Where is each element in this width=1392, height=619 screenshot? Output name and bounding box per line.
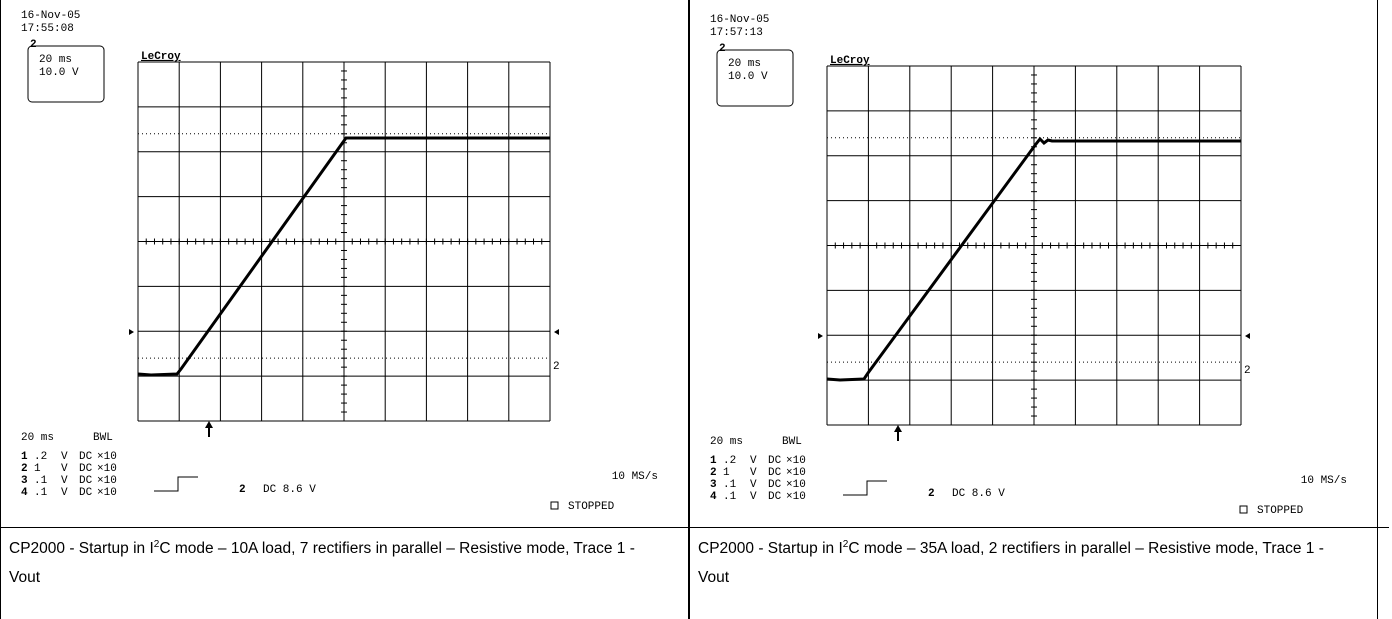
bottom-timebase: 20 ms [21, 432, 54, 444]
channel-scale: 1 [34, 463, 41, 475]
date: 16-Nov-05 [21, 10, 80, 22]
trigger-channel: 2 [928, 488, 935, 500]
trigger-level: DC 8.6 V [952, 488, 1005, 500]
channel-scale: .1 [723, 491, 737, 503]
trigger-level: DC 8.6 V [263, 484, 316, 496]
bwl: BWL [93, 432, 113, 444]
time: 17:57:13 [710, 27, 763, 39]
date: 16-Nov-05 [710, 14, 769, 26]
channel-num: 2 [710, 467, 717, 479]
time: 17:55:08 [21, 23, 74, 35]
trigger-symbol [154, 477, 198, 491]
caption-text: CP2000 - Startup in I [9, 540, 154, 557]
bottom-timebase: 20 ms [710, 436, 743, 448]
ground-marker [818, 333, 823, 339]
table-row-line [0, 527, 1389, 528]
channel-scale: .1 [34, 475, 48, 487]
trigger-channel: 2 [239, 484, 246, 496]
channel-unit: V [61, 451, 68, 463]
channel-scale: 1 [723, 467, 730, 479]
channel-probe: ×10 [97, 487, 117, 499]
ground-marker [1245, 333, 1250, 339]
channel-probe: ×10 [97, 451, 117, 463]
channel-coupling: DC [79, 451, 93, 463]
trigger-arrow-head [205, 421, 213, 428]
channel-coupling: DC [768, 479, 782, 491]
caption-text: CP2000 - Startup in I [698, 540, 843, 557]
box-channel: 2 [719, 43, 726, 55]
channel-probe: ×10 [97, 463, 117, 475]
channel-coupling: DC [79, 475, 93, 487]
channel-scale: .2 [34, 451, 47, 463]
volts: 10.0 V [39, 67, 79, 79]
timebase: 20 ms [39, 54, 72, 66]
trigger-arrow-head [894, 425, 902, 432]
status: STOPPED [568, 501, 615, 513]
channel-num: 1 [710, 455, 717, 467]
caption: CP2000 - Startup in I2C mode – 10A load,… [9, 534, 669, 592]
channel-scale: .1 [34, 487, 48, 499]
channel-coupling: DC [768, 491, 782, 503]
channel-scale: .1 [723, 479, 737, 491]
channel-unit: V [750, 479, 757, 491]
channel-unit: V [61, 487, 68, 499]
channel-unit: V [61, 475, 68, 487]
channel-num: 3 [21, 475, 28, 487]
rate: 10 MS/s [1301, 475, 1347, 487]
channel-probe: ×10 [786, 479, 806, 491]
channel-coupling: DC [79, 487, 93, 499]
channel-unit: V [750, 455, 757, 467]
channel-num: 2 [21, 463, 28, 475]
channel-num: 4 [21, 487, 28, 499]
channel-coupling: DC [768, 467, 782, 479]
channel-probe: ×10 [97, 475, 117, 487]
channel-coupling: DC [768, 455, 782, 467]
bwl: BWL [782, 436, 802, 448]
channel-num: 3 [710, 479, 717, 491]
channel-probe: ×10 [786, 455, 806, 467]
rate: 10 MS/s [612, 471, 658, 483]
trace-marker: 2 [1244, 365, 1251, 377]
status-box [1240, 506, 1247, 513]
volts: 10.0 V [728, 71, 768, 83]
trigger-symbol [843, 481, 887, 495]
status-box [551, 502, 558, 509]
brand: LeCroy [830, 55, 870, 67]
channel-unit: V [61, 463, 68, 475]
box-channel: 2 [30, 39, 37, 51]
channel-num: 1 [21, 451, 28, 463]
brand: LeCroy [141, 51, 181, 63]
status: STOPPED [1257, 505, 1304, 517]
channel-scale: .2 [723, 455, 736, 467]
ground-marker [554, 329, 559, 335]
channel-coupling: DC [79, 463, 93, 475]
channel-probe: ×10 [786, 467, 806, 479]
ground-marker [129, 329, 134, 335]
channel-unit: V [750, 491, 757, 503]
trace-marker: 2 [553, 361, 560, 373]
page: 16-Nov-0517:55:08220 ms10.0 VLeCroy220 m… [0, 0, 1392, 619]
timebase: 20 ms [728, 58, 761, 70]
channel-probe: ×10 [786, 491, 806, 503]
caption: CP2000 - Startup in I2C mode – 35A load,… [698, 534, 1358, 592]
channel-unit: V [750, 467, 757, 479]
channel-num: 4 [710, 491, 717, 503]
